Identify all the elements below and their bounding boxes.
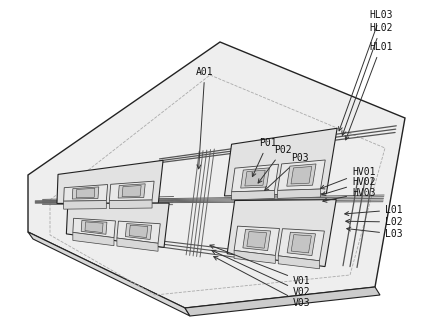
Polygon shape xyxy=(246,231,266,248)
Polygon shape xyxy=(28,232,190,316)
Text: P02: P02 xyxy=(258,145,291,183)
Polygon shape xyxy=(224,128,336,196)
Text: P01: P01 xyxy=(252,138,276,177)
Text: HV02: HV02 xyxy=(321,177,374,195)
Text: HL03: HL03 xyxy=(338,10,392,131)
Text: HL02: HL02 xyxy=(341,23,392,135)
Polygon shape xyxy=(244,170,265,186)
Text: HL01: HL01 xyxy=(344,42,392,140)
Polygon shape xyxy=(76,188,95,198)
Polygon shape xyxy=(81,220,107,234)
Text: HV03: HV03 xyxy=(322,188,374,202)
Polygon shape xyxy=(184,287,379,316)
Polygon shape xyxy=(73,232,114,246)
Text: HV01: HV01 xyxy=(320,167,374,189)
Polygon shape xyxy=(233,226,279,256)
Text: V03: V03 xyxy=(213,257,310,308)
Polygon shape xyxy=(117,238,158,251)
Polygon shape xyxy=(122,185,141,197)
Polygon shape xyxy=(286,164,315,186)
Polygon shape xyxy=(290,234,311,253)
Polygon shape xyxy=(231,164,278,192)
Text: L01: L01 xyxy=(344,205,402,215)
Polygon shape xyxy=(278,229,324,261)
Polygon shape xyxy=(277,160,325,190)
Polygon shape xyxy=(118,184,145,198)
Polygon shape xyxy=(290,166,311,184)
Text: P03: P03 xyxy=(264,153,308,190)
Polygon shape xyxy=(277,189,320,198)
Text: V01: V01 xyxy=(209,245,310,286)
Polygon shape xyxy=(129,225,148,237)
Text: L03: L03 xyxy=(346,227,402,239)
Polygon shape xyxy=(117,221,160,243)
Polygon shape xyxy=(286,232,315,256)
Polygon shape xyxy=(240,168,269,188)
Polygon shape xyxy=(57,160,162,203)
Polygon shape xyxy=(278,256,319,269)
Text: L02: L02 xyxy=(345,217,402,227)
Polygon shape xyxy=(109,200,152,208)
Polygon shape xyxy=(109,181,154,200)
Polygon shape xyxy=(233,250,275,264)
Polygon shape xyxy=(226,200,336,267)
Polygon shape xyxy=(125,223,151,239)
Polygon shape xyxy=(73,218,115,238)
Polygon shape xyxy=(66,203,169,247)
Polygon shape xyxy=(85,222,103,232)
Polygon shape xyxy=(28,42,404,308)
Text: A01: A01 xyxy=(195,67,213,169)
Text: V02: V02 xyxy=(212,250,310,297)
Polygon shape xyxy=(64,184,107,201)
Polygon shape xyxy=(64,201,106,209)
Polygon shape xyxy=(242,229,270,250)
Polygon shape xyxy=(231,190,274,200)
Polygon shape xyxy=(72,187,99,199)
